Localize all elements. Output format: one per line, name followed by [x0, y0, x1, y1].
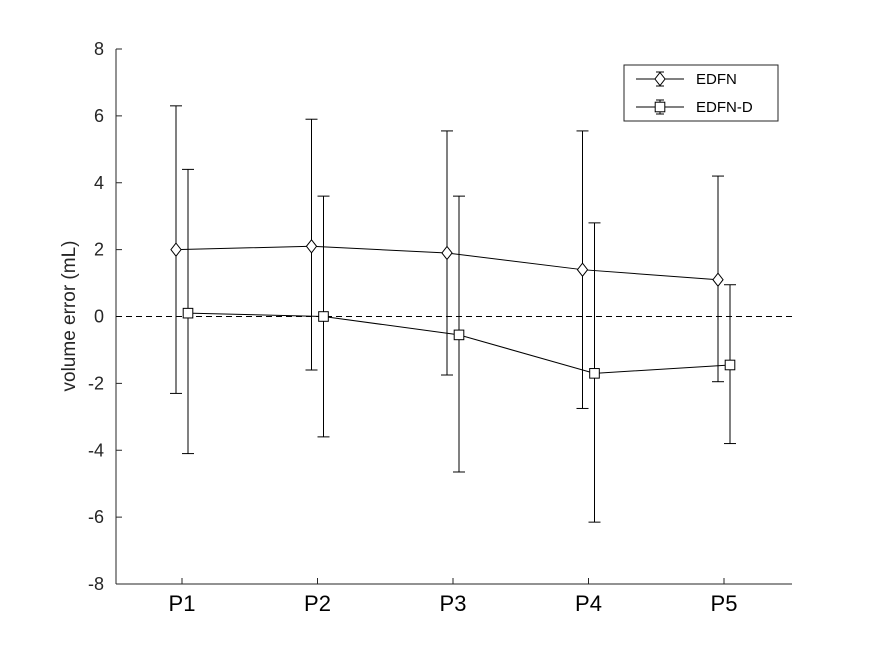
x-tick-label: P5 [711, 591, 738, 616]
legend-label: EDFN [696, 71, 737, 88]
data-point [712, 272, 724, 288]
x-tick-label: P1 [169, 591, 196, 616]
series-edfn [170, 105, 724, 409]
legend-box [623, 64, 779, 122]
data-point [182, 307, 194, 319]
data-point [576, 262, 589, 278]
legend-label: EDFN-D [696, 99, 753, 116]
data-point [453, 329, 465, 341]
x-tick-label: P3 [440, 591, 467, 616]
data-point [305, 238, 318, 254]
y-tick-label: 8 [94, 39, 104, 59]
data-point [589, 368, 600, 379]
y-tick-label: -2 [88, 373, 104, 393]
y-tick-label: -6 [88, 507, 104, 527]
y-tick-label: 0 [94, 307, 104, 327]
data-point [318, 311, 329, 322]
y-tick-label: 2 [94, 240, 104, 260]
y-tick-label: -4 [88, 440, 104, 460]
y-axis-label: volume error (mL) [59, 241, 80, 392]
y-tick-label: 4 [94, 173, 104, 193]
legend-marker [654, 101, 666, 113]
legend: EDFN EDFN-D [623, 64, 779, 122]
data-point [170, 242, 182, 257]
x-tick-label: P2 [304, 591, 331, 616]
legend-marker [654, 71, 666, 87]
data-point [724, 359, 736, 371]
data-point [441, 245, 453, 261]
y-tick-label: 6 [94, 106, 104, 126]
y-tick-label: -8 [88, 574, 104, 594]
series-edfn-d [182, 168, 736, 523]
x-tick-label: P4 [575, 591, 602, 616]
plot-area: -8 -6 -4 -2 0 2 4 6 8 P1 P2 P3 P4 P5 [88, 39, 792, 616]
